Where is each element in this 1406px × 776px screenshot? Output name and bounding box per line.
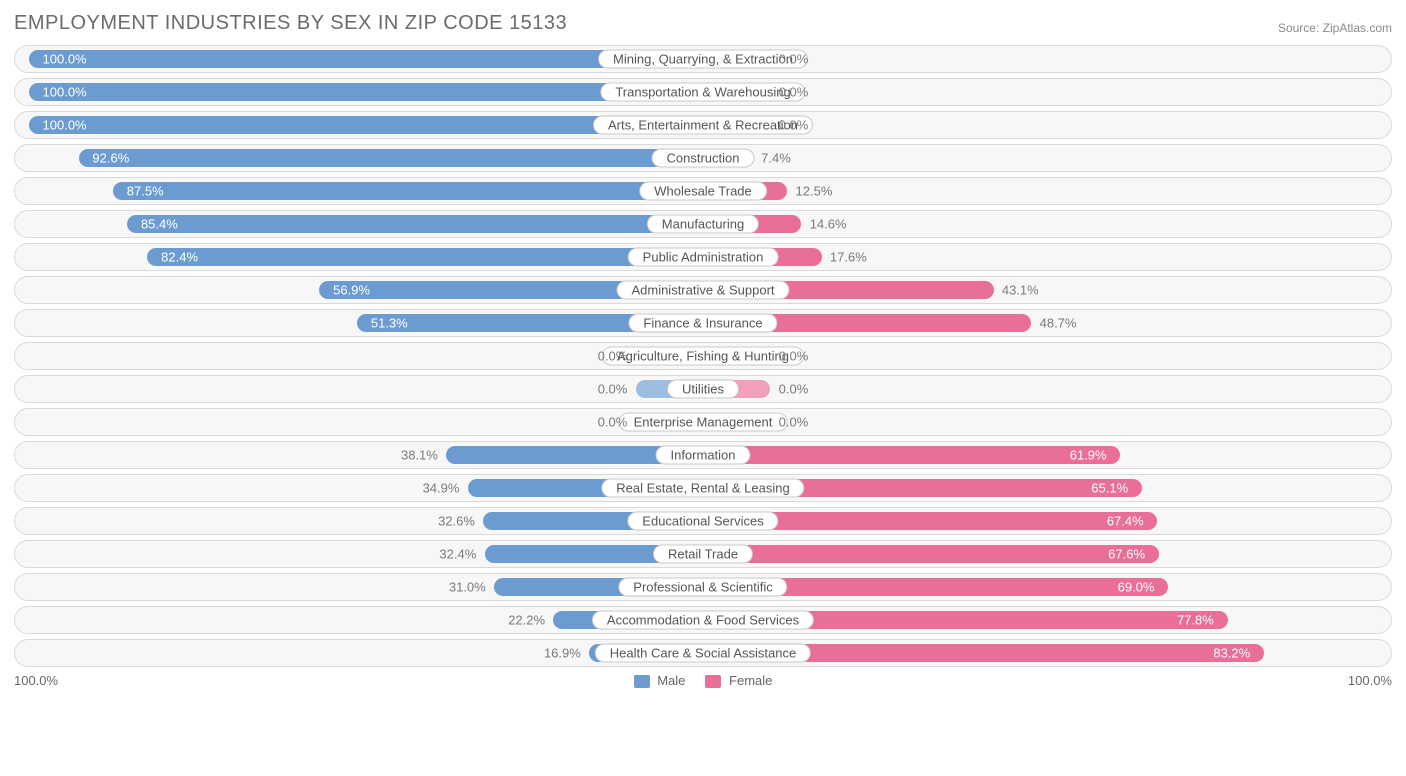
male-value: 16.9% <box>544 646 581 661</box>
female-value: 77.8% <box>1177 613 1214 628</box>
chart-source: Source: ZipAtlas.com <box>1278 21 1392 35</box>
female-bar <box>703 446 1120 464</box>
category-label: Public Administration <box>628 248 779 267</box>
category-label: Construction <box>652 149 755 168</box>
female-value: 83.2% <box>1213 646 1250 661</box>
male-value: 85.4% <box>141 217 178 232</box>
category-label: Wholesale Trade <box>639 182 767 201</box>
legend-female-label: Female <box>729 673 772 688</box>
female-value: 67.4% <box>1107 514 1144 529</box>
male-value: 92.6% <box>92 151 129 166</box>
female-value: 0.0% <box>779 415 809 430</box>
chart-row: 32.4% 67.6% Retail Trade <box>14 540 1392 568</box>
male-value: 56.9% <box>333 283 370 298</box>
male-bar <box>79 149 703 167</box>
male-value: 82.4% <box>161 250 198 265</box>
male-value: 100.0% <box>43 118 87 133</box>
chart-row: 0.0% 0.0% Utilities <box>14 375 1392 403</box>
male-bar <box>113 182 703 200</box>
male-value: 87.5% <box>127 184 164 199</box>
chart-legend: 100.0% Male Female 100.0% <box>14 673 1392 688</box>
category-label: Real Estate, Rental & Leasing <box>601 479 804 498</box>
female-value: 48.7% <box>1040 316 1077 331</box>
chart-header: EMPLOYMENT INDUSTRIES BY SEX IN ZIP CODE… <box>14 12 1392 35</box>
male-value: 34.9% <box>423 481 460 496</box>
female-value: 14.6% <box>810 217 847 232</box>
male-value: 51.3% <box>371 316 408 331</box>
axis-right-label: 100.0% <box>1348 673 1392 688</box>
category-label: Educational Services <box>627 512 778 531</box>
legend-center: Male Female <box>634 673 773 688</box>
category-label: Health Care & Social Assistance <box>595 644 811 663</box>
male-value: 0.0% <box>598 349 628 364</box>
category-label: Manufacturing <box>647 215 759 234</box>
female-value: 0.0% <box>779 118 809 133</box>
male-value: 100.0% <box>43 52 87 67</box>
male-value: 32.6% <box>438 514 475 529</box>
diverging-bar-chart: 100.0%0.0%Mining, Quarrying, & Extractio… <box>14 45 1392 667</box>
category-label: Transportation & Warehousing <box>600 83 805 102</box>
female-bar <box>703 545 1159 563</box>
chart-row: 0.0% 0.0%Agriculture, Fishing & Hunting <box>14 342 1392 370</box>
chart-row: 56.9% 43.1% Administrative & Support <box>14 276 1392 304</box>
male-bar <box>147 248 703 266</box>
female-value: 69.0% <box>1118 580 1155 595</box>
female-value: 67.6% <box>1108 547 1145 562</box>
chart-row: 87.5% 12.5% Wholesale Trade <box>14 177 1392 205</box>
chart-row: 100.0%0.0%Arts, Entertainment & Recreati… <box>14 111 1392 139</box>
male-bar <box>127 215 703 233</box>
legend-male-label: Male <box>657 673 685 688</box>
male-swatch-icon <box>634 675 650 688</box>
category-label: Agriculture, Fishing & Hunting <box>602 347 804 366</box>
male-value: 22.2% <box>508 613 545 628</box>
chart-row: 92.6% 7.4% Construction <box>14 144 1392 172</box>
chart-row: 85.4% 14.6% Manufacturing <box>14 210 1392 238</box>
male-value: 38.1% <box>401 448 438 463</box>
female-value: 7.4% <box>761 151 791 166</box>
male-value: 0.0% <box>598 382 628 397</box>
category-label: Retail Trade <box>653 545 753 564</box>
chart-row: 100.0% 0.0%Mining, Quarrying, & Extractio… <box>14 45 1392 73</box>
female-value: 0.0% <box>779 52 809 67</box>
chart-row: 32.6% 67.4% Educational Services <box>14 507 1392 535</box>
chart-row: 22.2% 77.8% Accommodation & Food Services <box>14 606 1392 634</box>
female-value: 12.5% <box>796 184 833 199</box>
female-value: 0.0% <box>779 349 809 364</box>
male-value: 32.4% <box>439 547 476 562</box>
male-value: 100.0% <box>43 85 87 100</box>
female-value: 43.1% <box>1002 283 1039 298</box>
category-label: Mining, Quarrying, & Extraction <box>598 50 808 69</box>
legend-female: Female <box>705 673 772 688</box>
female-value: 0.0% <box>779 85 809 100</box>
chart-row: 34.9% 65.1% Real Estate, Rental & Leasing <box>14 474 1392 502</box>
chart-row: 16.9% 83.2% Health Care & Social Assistanc… <box>14 639 1392 667</box>
male-value: 31.0% <box>449 580 486 595</box>
chart-row: 100.0% 0.0%Transportation & Warehousing <box>14 78 1392 106</box>
female-value: 65.1% <box>1091 481 1128 496</box>
chart-row: 38.1% 61.9% Information <box>14 441 1392 469</box>
category-label: Professional & Scientific <box>618 578 787 597</box>
legend-male: Male <box>634 673 686 688</box>
axis-left-label: 100.0% <box>14 673 58 688</box>
male-value: 0.0% <box>598 415 628 430</box>
category-label: Administrative & Support <box>616 281 789 300</box>
female-value: 0.0% <box>779 382 809 397</box>
category-label: Enterprise Management <box>619 413 788 432</box>
category-label: Accommodation & Food Services <box>592 611 814 630</box>
chart-row: 31.0% 69.0% Professional & Scientific <box>14 573 1392 601</box>
female-value: 17.6% <box>830 250 867 265</box>
chart-row: 82.4% 17.6% Public Administration <box>14 243 1392 271</box>
category-label: Information <box>655 446 750 465</box>
chart-row: 0.0% 0.0%Enterprise Management <box>14 408 1392 436</box>
chart-row: 51.3% 48.7% Finance & Insurance <box>14 309 1392 337</box>
category-label: Utilities <box>667 380 739 399</box>
female-swatch-icon <box>705 675 721 688</box>
category-label: Finance & Insurance <box>628 314 777 333</box>
chart-title: EMPLOYMENT INDUSTRIES BY SEX IN ZIP CODE… <box>14 12 567 35</box>
female-value: 61.9% <box>1070 448 1107 463</box>
